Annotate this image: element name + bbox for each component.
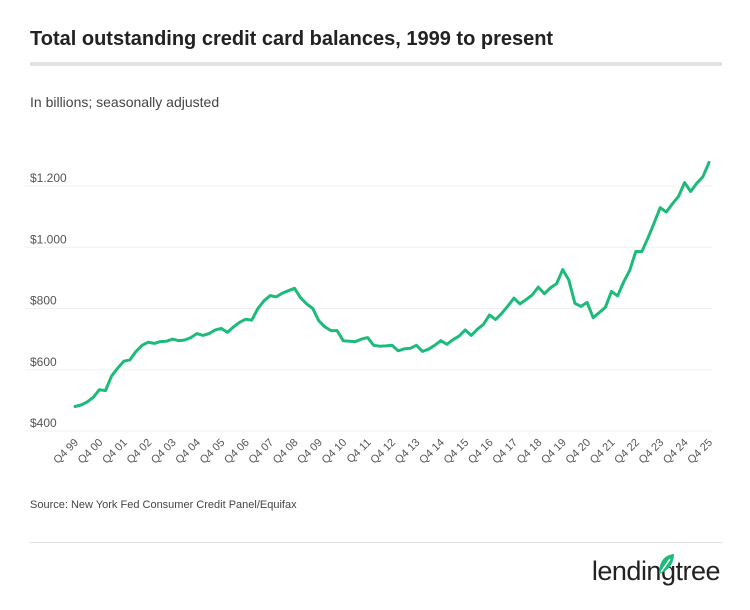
x-tick-label: Q4 04 xyxy=(173,437,203,467)
x-tick-label: Q4 01 xyxy=(100,437,130,467)
x-tick-label: Q4 14 xyxy=(417,437,447,467)
title-divider xyxy=(30,62,722,66)
x-tick-label: Q4 11 xyxy=(345,437,374,466)
y-tick-label: $1.000 xyxy=(30,232,67,246)
x-tick-label: Q4 20 xyxy=(564,437,594,467)
x-tick-label: Q4 07 xyxy=(247,437,277,467)
x-tick-label: Q4 17 xyxy=(490,437,520,467)
x-tick-label: Q4 16 xyxy=(466,437,496,467)
x-tick-label: Q4 99 xyxy=(51,437,81,467)
x-tick-label: Q4 24 xyxy=(661,437,691,467)
source-note: Source: New York Fed Consumer Credit Pan… xyxy=(30,499,297,511)
leaf-icon xyxy=(658,554,674,574)
x-tick-label: Q4 19 xyxy=(539,437,569,467)
logo-text: lendingtree xyxy=(591,556,721,586)
x-tick-label: Q4 18 xyxy=(515,437,545,467)
y-tick-label: $800 xyxy=(30,294,57,308)
x-tick-label: Q4 00 xyxy=(76,437,106,467)
y-tick-label: $1.200 xyxy=(30,171,67,185)
x-tick-label: Q4 22 xyxy=(612,437,642,467)
x-tick-label: Q4 05 xyxy=(198,437,228,467)
x-tick-label: Q4 15 xyxy=(442,437,472,467)
y-tick-label: $600 xyxy=(30,355,57,369)
x-tick-label: Q4 03 xyxy=(149,437,179,467)
y-tick-label: $400 xyxy=(30,416,57,430)
x-tick-label: Q4 13 xyxy=(393,437,423,467)
x-tick-label: Q4 02 xyxy=(125,437,155,467)
x-tick-label: Q4 10 xyxy=(320,437,350,467)
x-tick-label: Q4 21 xyxy=(588,437,618,467)
footer-divider xyxy=(30,542,722,543)
x-tick-label: Q4 23 xyxy=(637,437,667,467)
balance-series-line xyxy=(73,160,711,408)
lendingtree-logo: lendingtree xyxy=(591,554,721,587)
x-tick-label: Q4 25 xyxy=(685,437,715,467)
x-tick-label: Q4 09 xyxy=(295,437,325,467)
x-tick-label: Q4 06 xyxy=(222,437,252,467)
x-tick-label: Q4 12 xyxy=(368,437,398,467)
x-tick-label: Q4 08 xyxy=(271,437,301,467)
chart-title: Total outstanding credit card balances, … xyxy=(30,28,554,50)
chart-subtitle: In billions; seasonally adjusted xyxy=(30,94,220,110)
